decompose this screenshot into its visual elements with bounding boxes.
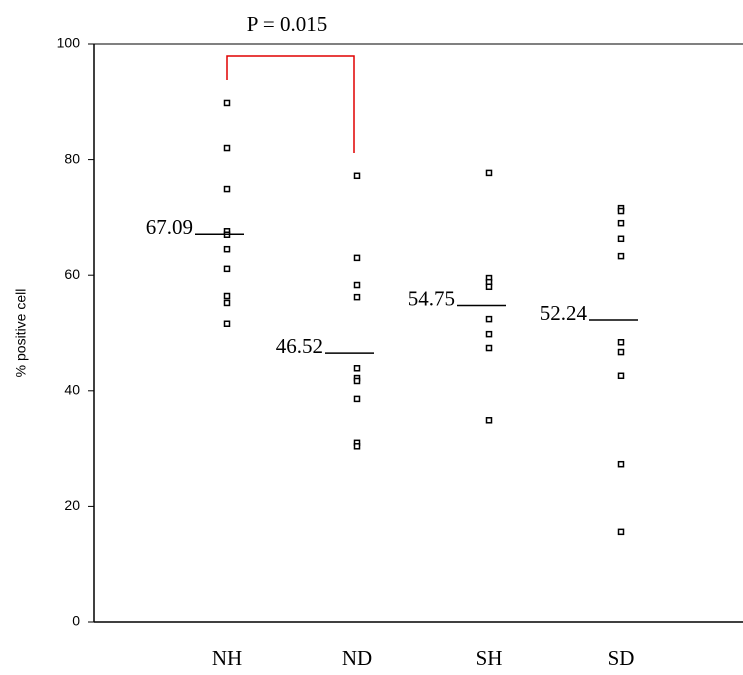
data-point [355,295,360,300]
data-point [355,366,360,371]
data-point [487,346,492,351]
data-point [225,187,230,192]
mean-label: 46.52 [276,334,323,358]
data-point [225,100,230,105]
data-point [619,462,624,467]
mean-label: 54.75 [408,286,455,310]
annotation: P = 0.015 [247,12,328,36]
chart: % positive cell P = 0.015 0 20 40 60 80 100 NH… [0,0,743,670]
y-tick-label: 80 [64,150,80,166]
y-tick-label: 60 [64,266,80,282]
data-point [355,255,360,260]
data-point [355,444,360,449]
data-point [487,170,492,175]
y-tick-label: 0 [72,613,80,629]
data-point [619,221,624,226]
y-tick-label: 20 [64,497,80,513]
data-point [225,266,230,271]
x-tick-label: SD [608,646,635,670]
data-point [619,373,624,378]
data-point [355,173,360,178]
x-tick-label: NH [212,646,242,670]
mean-label: 67.09 [146,215,193,239]
data-point [487,284,492,289]
data-point [619,340,624,345]
data-point [355,283,360,288]
data-point [225,294,230,299]
data-point [487,418,492,423]
data-point [619,350,624,355]
y-axis-label: % positive cell [13,289,29,378]
mean-label: 52.24 [540,301,588,325]
x-tick-label: ND [342,646,372,670]
data-point [619,529,624,534]
data-point [619,254,624,259]
data-point [225,300,230,305]
data-point [619,236,624,241]
data-point [487,332,492,337]
data-point [487,317,492,322]
significance-bracket [227,56,354,153]
y-tick-label: 40 [64,382,80,398]
data-point [225,247,230,252]
data-point [225,146,230,151]
x-tick-label: SH [476,646,503,670]
y-tick-label: 100 [57,35,81,51]
data-point [355,396,360,401]
data-point [225,321,230,326]
data-point [355,378,360,383]
data-point [619,209,624,214]
